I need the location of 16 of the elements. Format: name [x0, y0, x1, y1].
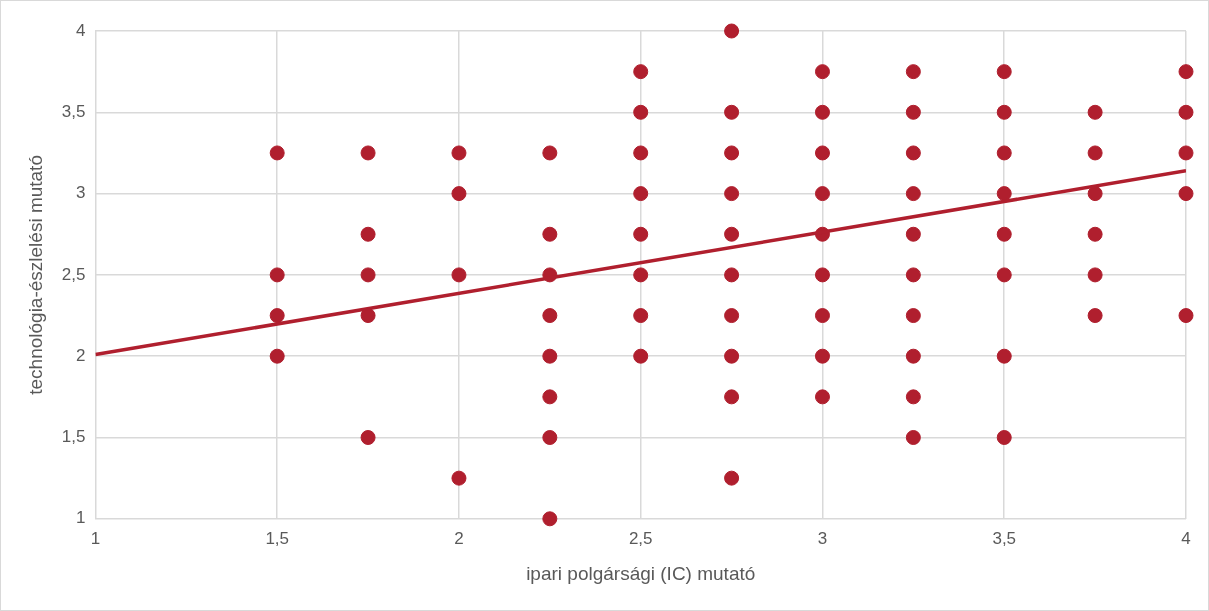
y-tick-label: 2	[75, 345, 86, 365]
x-tick-label: 1	[90, 528, 101, 548]
x-tick-label: 2,5	[628, 528, 653, 548]
y-tick-label: 3	[75, 183, 86, 203]
x-tick-label: 3	[817, 528, 828, 548]
y-tick-label: 3,5	[61, 101, 86, 121]
x-axis-title: ipari polgársági (IC) mutató	[526, 562, 756, 584]
x-tick-label: 2	[454, 528, 464, 548]
y-tick-label: 2,5	[61, 264, 86, 284]
x-tick-label: 3,5	[992, 528, 1017, 548]
y-tick-label: 1,5	[61, 427, 86, 447]
y-tick-label: 4	[75, 20, 86, 40]
y-tick-label: 1	[75, 508, 86, 528]
x-tick-label: 1,5	[265, 528, 290, 548]
y-axis-title: technológia-észlelési mutató	[24, 155, 46, 395]
x-tick-label: 4	[1181, 528, 1191, 548]
